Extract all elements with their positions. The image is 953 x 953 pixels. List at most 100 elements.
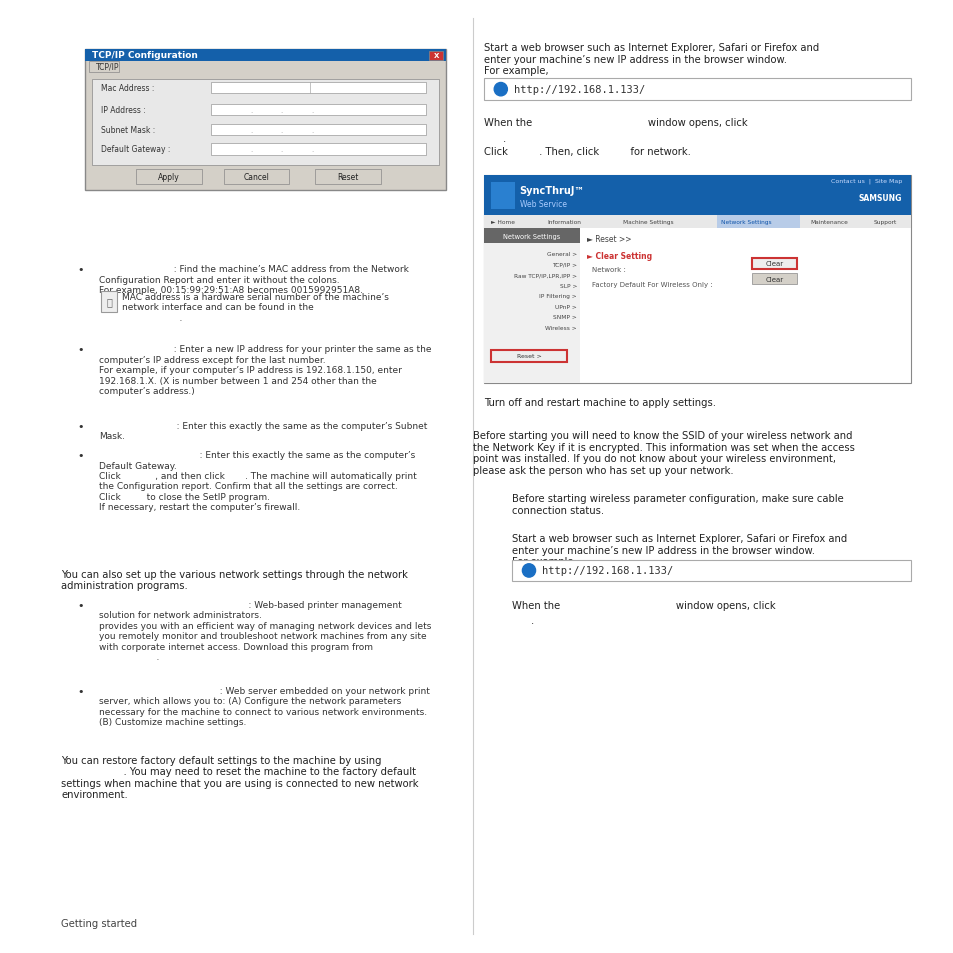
Text: •: • <box>77 451 84 460</box>
FancyBboxPatch shape <box>212 105 425 116</box>
FancyBboxPatch shape <box>85 50 446 191</box>
Text: ► Reset >>: ► Reset >> <box>587 234 631 243</box>
Text: General >: General > <box>546 252 577 257</box>
Text: .: . <box>251 147 253 152</box>
Text: Enter the machine’s new information into the configuration window
as follows:: Enter the machine’s new information into… <box>90 52 427 74</box>
FancyBboxPatch shape <box>90 62 119 72</box>
FancyBboxPatch shape <box>212 125 425 136</box>
FancyBboxPatch shape <box>100 292 117 313</box>
Text: Reset >: Reset > <box>517 354 540 359</box>
Text: Maintenance: Maintenance <box>810 219 848 225</box>
Text: : Enter a new IP address for your printer the same as the
computer’s IP address : : Enter a new IP address for your printe… <box>98 345 431 395</box>
Text: Clear: Clear <box>764 261 782 267</box>
Text: Wireless >: Wireless > <box>545 325 577 331</box>
Text: : Web-based printer management
solution for network administrators.
provides you: : Web-based printer management solution … <box>98 600 431 661</box>
FancyBboxPatch shape <box>483 175 910 215</box>
Text: .: . <box>251 108 253 113</box>
Text: Apply: Apply <box>158 172 180 182</box>
Text: .: . <box>280 108 283 113</box>
Text: .: . <box>280 128 283 133</box>
Text: •: • <box>77 686 84 696</box>
Text: Getting started: Getting started <box>61 919 137 928</box>
Text: .: . <box>311 128 313 133</box>
FancyBboxPatch shape <box>136 170 202 185</box>
Text: Reset: Reset <box>336 172 358 182</box>
Text: .: . <box>502 133 505 143</box>
Text: Turn off and restart machine to apply settings.: Turn off and restart machine to apply se… <box>483 397 715 407</box>
Text: Cancel: Cancel <box>243 172 269 182</box>
Text: .: . <box>311 147 313 152</box>
Text: You can also set up the various network settings through the network
administrat: You can also set up the various network … <box>61 569 408 591</box>
Text: Mac Address :: Mac Address : <box>101 84 154 93</box>
Text: Subnet Mask :: Subnet Mask : <box>101 126 155 135</box>
Text: •: • <box>77 421 84 431</box>
Text: •: • <box>77 345 84 355</box>
Text: Before starting you will need to know the SSID of your wireless network and
the : Before starting you will need to know th… <box>472 431 854 476</box>
Text: ► Home: ► Home <box>491 219 515 225</box>
Text: : Enter this exactly the same as the computer’s Subnet
Mask.: : Enter this exactly the same as the com… <box>98 421 427 440</box>
Text: ⎘: ⎘ <box>106 297 112 307</box>
Text: •: • <box>77 600 84 610</box>
Text: .: . <box>251 128 253 133</box>
FancyBboxPatch shape <box>491 351 566 362</box>
FancyBboxPatch shape <box>751 258 796 270</box>
Text: Clear: Clear <box>764 276 782 282</box>
Text: SNMP >: SNMP > <box>553 314 577 320</box>
Text: You can restore factory default settings to the machine by using
               : You can restore factory default settings… <box>61 755 418 800</box>
FancyBboxPatch shape <box>483 215 910 229</box>
FancyBboxPatch shape <box>314 170 380 185</box>
FancyBboxPatch shape <box>92 80 438 166</box>
Text: : Find the machine’s MAC address from the Network
Configuration Report and enter: : Find the machine’s MAC address from th… <box>98 265 408 294</box>
Text: SAMSUNG: SAMSUNG <box>858 193 901 203</box>
Text: Information: Information <box>547 219 581 225</box>
Text: Start a web browser such as Internet Explorer, Safari or Firefox and
enter your : Start a web browser such as Internet Exp… <box>483 43 819 76</box>
Text: .: . <box>280 147 283 152</box>
Text: Factory Default For Wireless Only :: Factory Default For Wireless Only : <box>591 282 712 288</box>
Text: .: . <box>311 108 313 113</box>
Text: : Enter this exactly the same as the computer’s
Default Gateway.
Click          : : Enter this exactly the same as the com… <box>98 451 416 512</box>
Text: TCP/IP Configuration: TCP/IP Configuration <box>92 51 197 60</box>
FancyBboxPatch shape <box>512 560 910 581</box>
FancyBboxPatch shape <box>483 229 579 383</box>
FancyBboxPatch shape <box>212 144 425 155</box>
Text: Support: Support <box>873 219 896 225</box>
Text: http://192.168.1.133/: http://192.168.1.133/ <box>514 85 644 95</box>
Text: Network Settings: Network Settings <box>502 233 559 239</box>
Text: Before starting wireless parameter configuration, make sure cable
connection sta: Before starting wireless parameter confi… <box>512 494 843 516</box>
Text: Contact us  |  Site Map: Contact us | Site Map <box>830 178 901 184</box>
Text: Default Gateway :: Default Gateway : <box>101 145 171 154</box>
FancyBboxPatch shape <box>85 50 446 62</box>
FancyBboxPatch shape <box>212 83 425 94</box>
FancyBboxPatch shape <box>429 51 443 61</box>
Text: Click          . Then, click          for network.: Click . Then, click for network. <box>483 147 690 156</box>
Text: TCP/IP: TCP/IP <box>95 63 119 71</box>
FancyBboxPatch shape <box>483 229 579 244</box>
Text: Network Settings: Network Settings <box>720 219 770 225</box>
Text: When the                                     window opens, click: When the window opens, click <box>483 118 747 128</box>
Text: SLP >: SLP > <box>559 283 577 289</box>
Text: When the                                     window opens, click: When the window opens, click <box>512 600 775 610</box>
Text: UPnP >: UPnP > <box>555 304 577 310</box>
FancyBboxPatch shape <box>483 175 910 383</box>
FancyBboxPatch shape <box>716 215 799 229</box>
Text: IP Address :: IP Address : <box>101 106 146 115</box>
Circle shape <box>494 84 507 97</box>
FancyBboxPatch shape <box>223 170 289 185</box>
Text: Network :: Network : <box>591 267 625 273</box>
Text: •: • <box>77 265 84 274</box>
Text: SyncThruJ™: SyncThruJ™ <box>519 186 584 195</box>
Text: X: X <box>434 53 438 59</box>
Text: .: . <box>530 616 534 625</box>
Circle shape <box>522 564 535 578</box>
Text: Raw TCP/IP,LPR,IPP >: Raw TCP/IP,LPR,IPP > <box>514 273 577 278</box>
Text: TCP/IP >: TCP/IP > <box>552 262 577 268</box>
Text: Start a web browser such as Internet Explorer, Safari or Firefox and
enter your : Start a web browser such as Internet Exp… <box>512 534 846 567</box>
Text: Machine Settings: Machine Settings <box>622 219 673 225</box>
Text: Web Service: Web Service <box>519 199 566 209</box>
FancyBboxPatch shape <box>751 274 796 285</box>
Text: http://192.168.1.133/: http://192.168.1.133/ <box>541 566 673 576</box>
Text: ► Clear Setting: ► Clear Setting <box>587 252 652 260</box>
FancyBboxPatch shape <box>483 79 910 101</box>
Text: : Web server embedded on your network print
server, which allows you to: (A) Con: : Web server embedded on your network pr… <box>98 686 429 726</box>
Text: IP Filtering >: IP Filtering > <box>538 294 577 299</box>
